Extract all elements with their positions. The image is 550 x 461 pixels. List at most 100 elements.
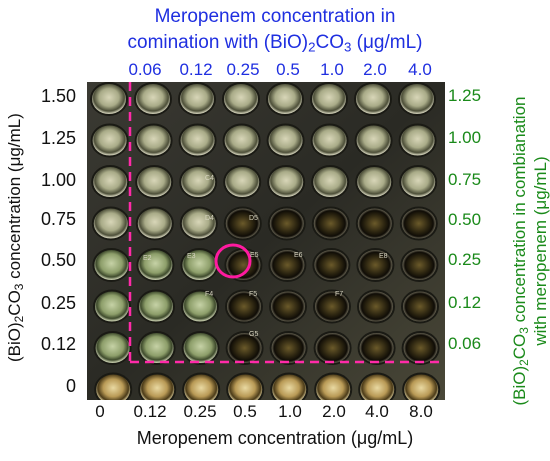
well-plate-photo: D4 D5 E2 E3 E5 E6 E8 F4 F5 F7 G5 C4 [87, 82, 445, 400]
plate-well [268, 248, 307, 282]
plate-well [94, 372, 133, 400]
left-tick: 0.25 [40, 293, 76, 313]
plate-well [399, 206, 438, 241]
well-label: D4 [205, 215, 214, 222]
plate-well [90, 123, 129, 158]
plate-well [91, 206, 130, 241]
top-tick: 2.0 [363, 60, 387, 79]
well-label: C4 [205, 175, 214, 182]
bottom-tick: 0.12 [133, 402, 167, 421]
well-label: E5 [250, 252, 259, 259]
plate-well [223, 165, 262, 199]
plate-well [134, 82, 172, 116]
bottom-tick: 1.0 [278, 402, 302, 421]
plate-well [355, 165, 394, 199]
right-tick: 0.50 [448, 210, 482, 229]
plate-well [137, 289, 175, 324]
top-tick: 0.25 [226, 60, 260, 79]
plate-well [310, 82, 348, 116]
bottom-tick: 4.0 [365, 402, 389, 421]
plate-well [358, 372, 397, 400]
plate-well [92, 248, 131, 282]
bottom-tick: 2.0 [322, 402, 346, 421]
top-tick: 0.12 [179, 60, 213, 79]
left-tick: 0.75 [40, 209, 76, 229]
top-tick: 0.5 [276, 60, 300, 79]
plate-well [355, 206, 394, 241]
plate-well [223, 206, 262, 241]
plate-well [400, 248, 439, 282]
plate-well [135, 165, 174, 199]
well-label: E3 [187, 253, 196, 260]
bottom-tick: 0.5 [233, 402, 257, 421]
plate-well [222, 82, 260, 116]
plate-well [93, 331, 132, 365]
right-tick: 0.12 [448, 293, 482, 312]
plate-well [226, 372, 265, 400]
plate-well [356, 248, 395, 282]
plate-well [93, 289, 131, 324]
left-tick: 0.50 [40, 250, 76, 270]
plate-well [310, 123, 349, 158]
bottom-tick: 0 [95, 402, 105, 421]
right-tick: 0.06 [448, 334, 482, 353]
well-label: D5 [249, 215, 258, 222]
right-axis-title: (BiO)2CO3 concentration in combianation … [509, 81, 550, 421]
plate-well [314, 372, 353, 400]
well-label: F4 [205, 291, 213, 298]
plate-well [267, 165, 306, 199]
well-label: G5 [249, 331, 258, 338]
right-tick: 0.25 [448, 250, 482, 269]
highlight-circle [214, 243, 252, 279]
plate-well [181, 331, 220, 365]
plate-well [270, 372, 309, 400]
plate-well [357, 289, 395, 324]
well-label: E6 [294, 252, 303, 259]
plate-well [179, 206, 218, 241]
plate-well [91, 165, 130, 199]
plate-well [401, 289, 439, 324]
bottom-tick: 0.25 [183, 402, 217, 421]
right-tick: 1.00 [448, 128, 482, 147]
bottom-tick: 8.0 [409, 402, 433, 421]
plate-well [136, 248, 175, 282]
plate-well [402, 372, 441, 400]
plate-well [225, 289, 263, 324]
well-label: E2 [143, 255, 152, 262]
top-axis-title-line2: comination with (BiO)2CO3 (μg/mL) [127, 32, 423, 55]
plate-well [269, 331, 308, 365]
plate-well [354, 82, 392, 116]
plate-well [269, 289, 307, 324]
plate-well [357, 331, 396, 365]
plate-well [312, 248, 351, 282]
plate-well [138, 372, 177, 400]
right-tick: 1.25 [448, 86, 482, 105]
top-axis-title-line1: Meropenem concentration in [154, 6, 396, 27]
top-tick: 0.06 [128, 60, 162, 79]
plate-well [266, 123, 305, 158]
plate-well [134, 123, 173, 158]
plate-well [137, 331, 176, 365]
plate-well [313, 289, 351, 324]
well-label: F5 [249, 291, 257, 298]
plate-well [181, 289, 219, 324]
right-tick: 0.75 [448, 170, 482, 189]
well-label: F7 [335, 291, 343, 298]
top-tick: 4.0 [408, 60, 432, 79]
plate-well [225, 331, 264, 365]
plate-well [179, 165, 218, 199]
plate-well [267, 206, 306, 241]
plate-well [401, 331, 440, 365]
plate-well [311, 165, 350, 199]
plate-well [313, 331, 352, 365]
plate-well [178, 123, 217, 158]
left-tick: 1.50 [40, 86, 76, 106]
left-axis-title: (BiO)2CO3 concentration (μg/mL) [5, 113, 26, 362]
plate-well [354, 123, 393, 158]
plate-well [222, 123, 261, 158]
plate-well [90, 82, 128, 116]
plate-well [135, 206, 174, 241]
plate-well [266, 82, 304, 116]
right-axis-title-line2: with meropenem (μg/mL) [531, 156, 550, 346]
plate-well [182, 372, 221, 400]
